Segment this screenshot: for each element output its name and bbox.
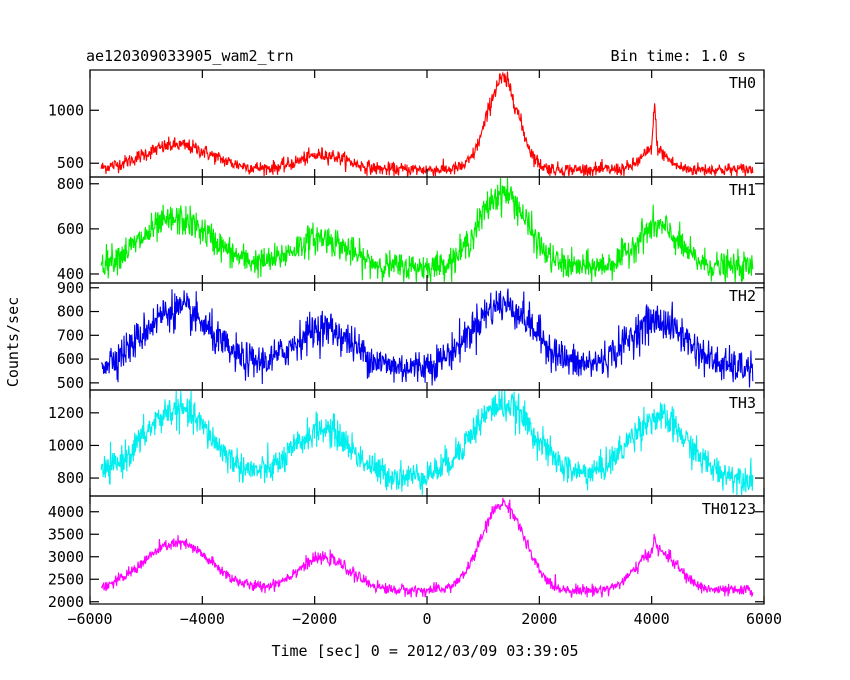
panels-group: 500 1000 TH0 400 600 800 TH1 500 600 700 800 900 TH2… <box>48 69 782 628</box>
y-tick-label: 800 <box>57 469 84 487</box>
y-tick-label: 600 <box>57 350 84 368</box>
y-tick-label: 2000 <box>48 593 84 611</box>
x-tick-label: 2000 <box>521 610 557 628</box>
series-line-th0123 <box>100 497 754 598</box>
series-line-th0 <box>100 71 754 178</box>
y-tick-label: 3000 <box>48 548 84 566</box>
chart-title-left: ae120309033905_wam2_trn <box>86 47 294 65</box>
series-line-th1 <box>100 177 754 283</box>
y-tick-label: 3500 <box>48 525 84 543</box>
panel-frame-th0 <box>89 69 765 178</box>
y-tick-label: 1000 <box>48 436 84 454</box>
y-tick-label: 800 <box>57 303 84 321</box>
chart-title-right: Bin time: 1.0 s <box>611 47 746 65</box>
y-tick-label: 2500 <box>48 570 84 588</box>
x-tick-label: −6000 <box>67 610 112 628</box>
series-line-th3 <box>100 390 754 496</box>
panel-label-th2: TH2 <box>729 287 756 305</box>
y-tick-label: 400 <box>57 265 84 283</box>
x-tick-label: −4000 <box>180 610 225 628</box>
panel-label-th1: TH1 <box>729 181 756 199</box>
y-tick-label: 4000 <box>48 503 84 521</box>
y-tick-label: 500 <box>57 154 84 172</box>
y-axis-label: Counts/sec <box>4 297 22 387</box>
y-tick-label: 600 <box>57 220 84 238</box>
y-tick-label: 800 <box>57 175 84 193</box>
panel-label-th3: TH3 <box>729 394 756 412</box>
y-tick-label: 500 <box>57 374 84 392</box>
panel-label-th0123: TH0123 <box>702 500 756 518</box>
x-tick-label: 0 <box>422 610 431 628</box>
x-axis-label: Time [sec] 0 = 2012/03/09 03:39:05 <box>271 642 578 660</box>
y-tick-label: 900 <box>57 279 84 297</box>
panel-frame-th0123 <box>89 495 765 605</box>
x-tick-label: 6000 <box>746 610 782 628</box>
x-tick-label: −2000 <box>292 610 337 628</box>
panel-label-th0: TH0 <box>729 74 756 92</box>
series-line-th2 <box>100 288 754 388</box>
y-tick-label: 1000 <box>48 101 84 119</box>
y-tick-label: 1200 <box>48 404 84 422</box>
x-tick-label: 4000 <box>634 610 670 628</box>
y-tick-label: 700 <box>57 326 84 344</box>
